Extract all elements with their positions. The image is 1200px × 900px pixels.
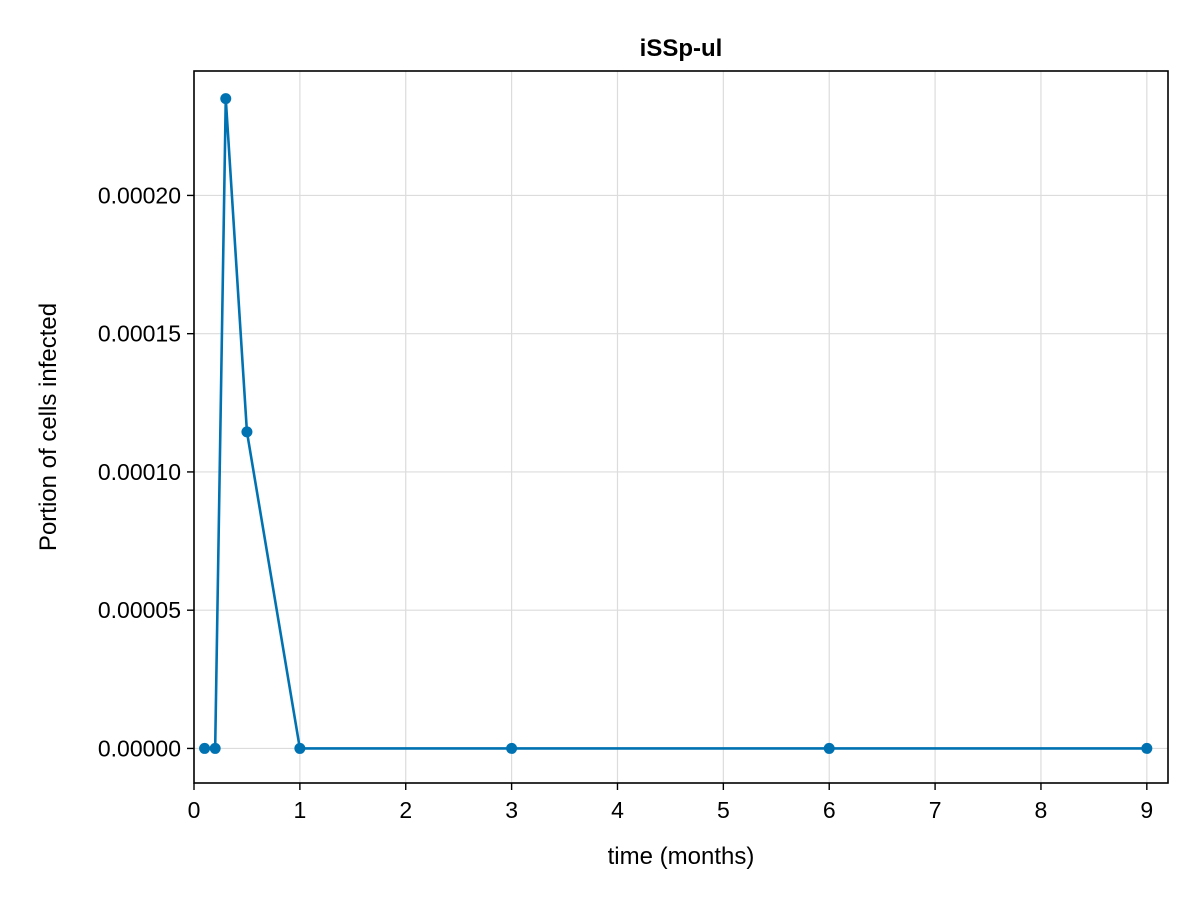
x-tick-label: 5 [717,797,730,823]
y-axis-title: Portion of cells infected [35,303,62,551]
grid [193,71,1168,783]
chart-title: iSSp-ul [640,35,723,62]
x-axis-title: time (months) [608,843,755,870]
data-point [294,742,306,754]
data-point [209,742,221,754]
x-tick-label: 4 [611,797,624,823]
x-tick-label: 1 [293,797,306,823]
data-point [199,742,211,754]
x-tick-label: 3 [505,797,518,823]
plot-area-frame [193,70,1169,784]
x-tick-label: 9 [1140,797,1153,823]
y-tick-label: 0.00005 [98,597,181,623]
data-point [506,742,518,754]
x-tick-label: 7 [929,797,942,823]
x-tick-label: 6 [823,797,836,823]
y-tick-label: 0.00020 [98,182,181,208]
y-tick-label: 0.00015 [98,321,181,347]
data-point [241,426,253,438]
data-point [1141,742,1153,754]
x-tick-label: 8 [1035,797,1048,823]
y-tick-label: 0.00010 [98,459,181,485]
y-tick-label: 0.00000 [98,735,181,761]
data-point [220,93,232,105]
data-series [199,93,1153,754]
axis-ticks: 0 1 2 3 4 5 6 7 8 9 0.00000 0.00005 0.00010 0.00015 0.… [98,182,1153,823]
series-line [204,97,1147,750]
x-tick-label: 0 [188,797,201,823]
x-tick-label: 2 [399,797,412,823]
data-point [823,742,835,754]
